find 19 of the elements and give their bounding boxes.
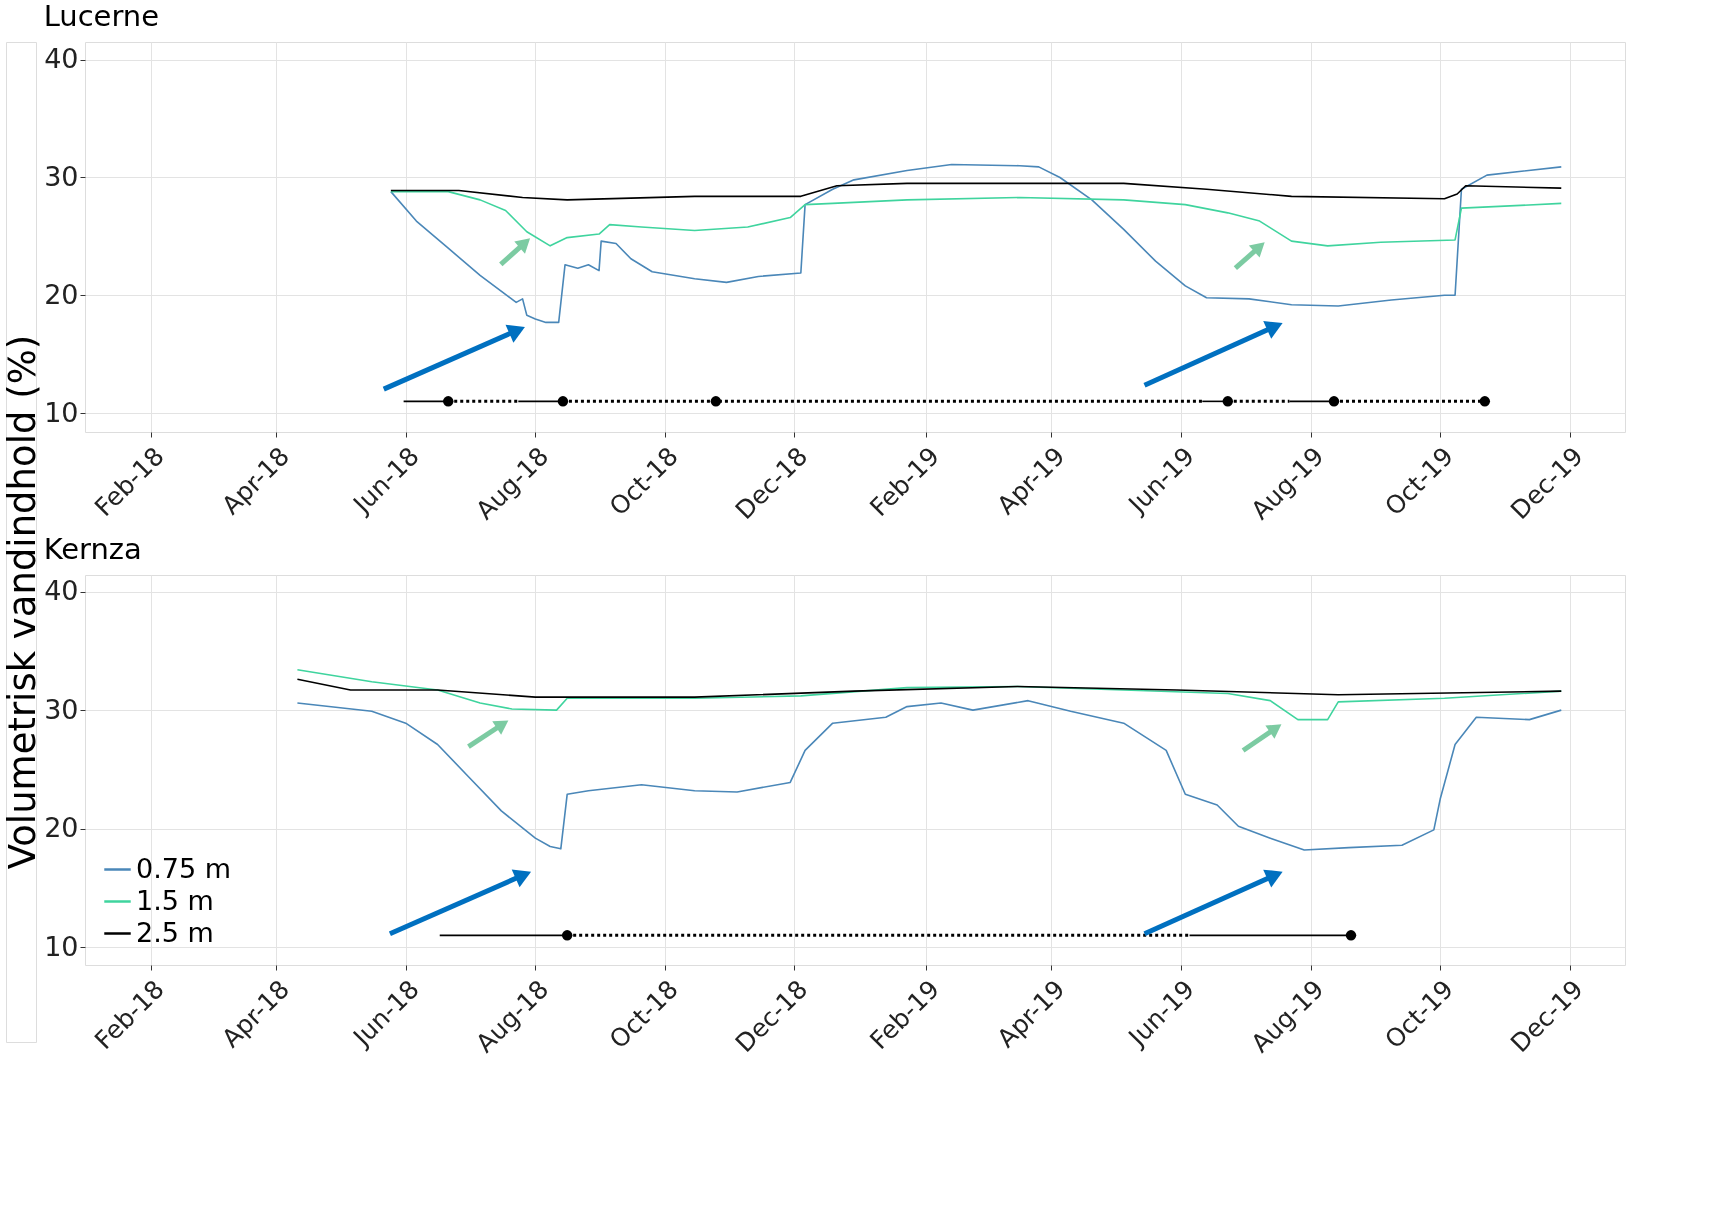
y-tick-label: 30 xyxy=(44,693,79,725)
y-tick-label: 40 xyxy=(44,575,79,607)
y-tick-label: 20 xyxy=(44,812,79,844)
line-series xyxy=(296,678,1563,698)
line-series xyxy=(296,699,1563,851)
y-tick-label: 20 xyxy=(44,278,79,310)
legend-label: 1.5 m xyxy=(136,884,214,916)
legend-label: 0.75 m xyxy=(136,852,232,884)
y-tick-label: 10 xyxy=(44,396,79,428)
y-tick-label: 30 xyxy=(44,161,79,192)
y-tick-label: 10 xyxy=(44,930,79,962)
chart-title: Lucerne xyxy=(43,0,160,33)
line-series xyxy=(390,190,1563,247)
y-axis-title: Volumetrisk vandindhold (%) xyxy=(1,334,44,870)
legend-label: 2.5 m xyxy=(136,916,214,948)
line-series xyxy=(390,163,1563,324)
line-series xyxy=(390,182,1563,201)
y-tick-label: 40 xyxy=(44,43,79,75)
chart-title: Kernza xyxy=(43,532,142,566)
